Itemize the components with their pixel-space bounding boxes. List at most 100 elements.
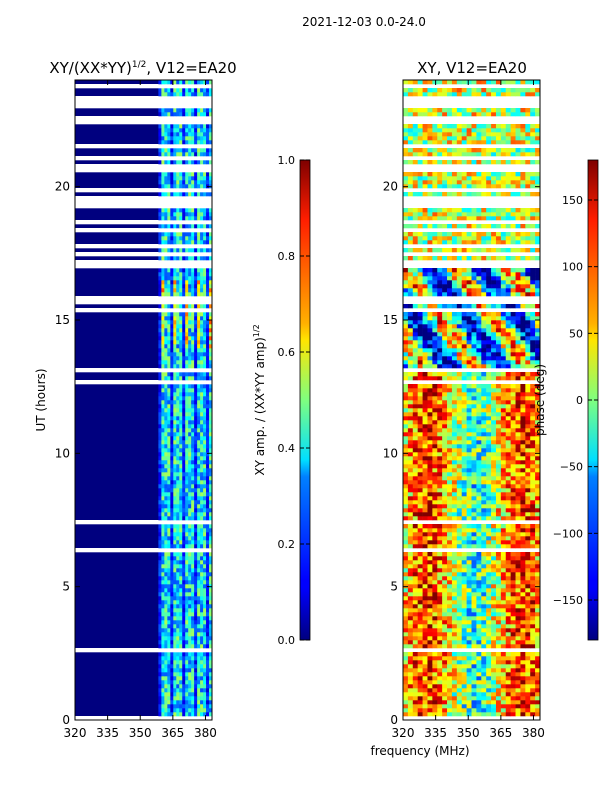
left-heatmap-cell bbox=[191, 600, 195, 605]
left-heatmap-cell bbox=[203, 284, 207, 289]
right-heatmap-cell bbox=[437, 396, 443, 401]
right-heatmap-cell bbox=[481, 344, 487, 349]
left-heatmap-cell bbox=[167, 468, 171, 473]
left-heatmap-cell bbox=[161, 232, 165, 237]
right-heatmap-cell bbox=[495, 372, 502, 377]
left-heatmap-cell bbox=[173, 448, 177, 453]
right-heatmap-cell bbox=[461, 508, 467, 513]
left-heatmap-cell bbox=[161, 488, 165, 493]
right-heatmap-cell bbox=[412, 480, 418, 485]
right-heatmap-cell bbox=[476, 604, 482, 609]
left-heatmap-cell bbox=[185, 460, 189, 465]
right-heatmap-cell bbox=[525, 336, 531, 341]
left-heatmap-cell bbox=[185, 92, 189, 97]
right-heatmap-cell bbox=[407, 536, 414, 541]
left-heatmap-cell bbox=[173, 356, 177, 361]
left-heatmap-cell bbox=[158, 292, 162, 297]
left-heatmap-cell bbox=[209, 628, 213, 633]
right-heatmap-cell bbox=[407, 708, 414, 713]
left-heatmap-cell bbox=[185, 312, 189, 317]
right-heatmap-cell bbox=[510, 360, 516, 365]
right-heatmap-cell bbox=[476, 536, 482, 541]
right-heatmap-cell bbox=[486, 388, 492, 393]
right-heatmap-cell bbox=[417, 384, 423, 389]
left-heatmap-cell bbox=[197, 660, 201, 665]
right-heatmap-cell bbox=[461, 408, 467, 413]
left-heatmap-cell bbox=[185, 492, 189, 497]
right-heatmap-cell bbox=[520, 436, 526, 441]
right-heatmap-cell bbox=[437, 572, 443, 577]
right-heatmap-cell bbox=[403, 452, 409, 457]
right-heatmap-cell bbox=[442, 564, 448, 569]
left-heatmap-cell bbox=[167, 668, 171, 673]
left-heatmap-cell bbox=[206, 588, 210, 593]
right-heatmap-cell bbox=[481, 552, 487, 557]
left-heatmap-cell bbox=[185, 660, 189, 665]
right-heatmap-cell bbox=[417, 488, 423, 493]
right-heatmap-cell bbox=[520, 504, 526, 509]
left-heatmap-cell bbox=[200, 408, 204, 413]
right-heatmap-cell bbox=[520, 564, 526, 569]
left-heatmap-cell bbox=[185, 412, 189, 417]
right-heatmap-cell bbox=[535, 492, 541, 497]
left-heatmap-cell bbox=[167, 372, 171, 377]
right-heatmap-cell bbox=[530, 544, 536, 549]
right-heatmap-cell bbox=[476, 468, 482, 473]
left-heatmap-cell bbox=[164, 552, 168, 557]
right-heatmap-cell bbox=[403, 428, 409, 433]
right-heatmap-cell bbox=[432, 432, 438, 437]
right-heatmap-cell bbox=[417, 364, 423, 369]
right-heatmap-cell bbox=[510, 632, 516, 637]
right-heatmap-cell bbox=[447, 488, 453, 493]
left-heatmap-cell bbox=[200, 628, 204, 633]
right-heatmap-cell bbox=[515, 680, 521, 685]
left-heatmap-cell bbox=[203, 528, 207, 533]
left-heatmap-cell bbox=[188, 376, 192, 381]
left-heatmap-cell bbox=[161, 212, 165, 217]
left-heatmap-cell bbox=[179, 328, 183, 333]
left-heatmap-cell bbox=[161, 516, 165, 521]
right-heatmap-cell bbox=[476, 476, 482, 481]
left-heatmap-cell bbox=[203, 540, 207, 545]
right-heatmap-cell bbox=[432, 508, 438, 513]
left-heatmap-cell bbox=[167, 412, 171, 417]
left-heatmap-cell bbox=[209, 608, 213, 613]
right-heatmap-cell bbox=[471, 456, 477, 461]
left-heatmap-cell bbox=[188, 324, 192, 329]
left-heatmap-cell bbox=[197, 484, 201, 489]
left-heatmap-cell bbox=[161, 316, 165, 321]
left-heatmap-cell bbox=[176, 428, 180, 433]
right-heatmap-cell bbox=[403, 660, 409, 665]
right-heatmap-cell bbox=[486, 632, 492, 637]
left-heatmap-cell bbox=[191, 372, 195, 377]
right-heatmap-cell bbox=[461, 712, 467, 717]
left-heatmap-cell bbox=[164, 416, 168, 421]
left-heatmap-cell bbox=[167, 248, 171, 253]
right-heatmap-cell bbox=[500, 564, 507, 569]
left-heatmap-flagged-row bbox=[75, 520, 212, 525]
right-heatmap-cell bbox=[471, 700, 477, 705]
left-heatmap-cell bbox=[194, 372, 198, 377]
left-heatmap-cell bbox=[200, 312, 204, 317]
left-heatmap-cell bbox=[191, 472, 195, 477]
left-heatmap-cell bbox=[167, 396, 171, 401]
left-heatmap-cell bbox=[194, 284, 198, 289]
right-heatmap-cell bbox=[417, 616, 423, 621]
right-heatmap-cell bbox=[510, 452, 516, 457]
right-heatmap-cell bbox=[437, 536, 443, 541]
left-heatmap-cell bbox=[161, 684, 165, 689]
right-heatmap-cell bbox=[427, 572, 433, 577]
right-heatmap-cell bbox=[403, 572, 409, 577]
left-heatmap-cell bbox=[182, 508, 186, 513]
right-heatmap-cell bbox=[422, 420, 428, 425]
right-heatmap-cell bbox=[442, 456, 448, 461]
right-heatmap-cell bbox=[466, 668, 472, 673]
left-heatmap-cell bbox=[161, 124, 165, 129]
left-heatmap-cell bbox=[164, 184, 168, 189]
left-heatmap-cell bbox=[209, 400, 213, 405]
right-heatmap-cell bbox=[515, 544, 521, 549]
left-heatmap-cell bbox=[179, 512, 183, 517]
right-heatmap-cell bbox=[505, 472, 511, 477]
right-heatmap-cell bbox=[505, 620, 511, 625]
right-heatmap-cell bbox=[442, 688, 448, 693]
